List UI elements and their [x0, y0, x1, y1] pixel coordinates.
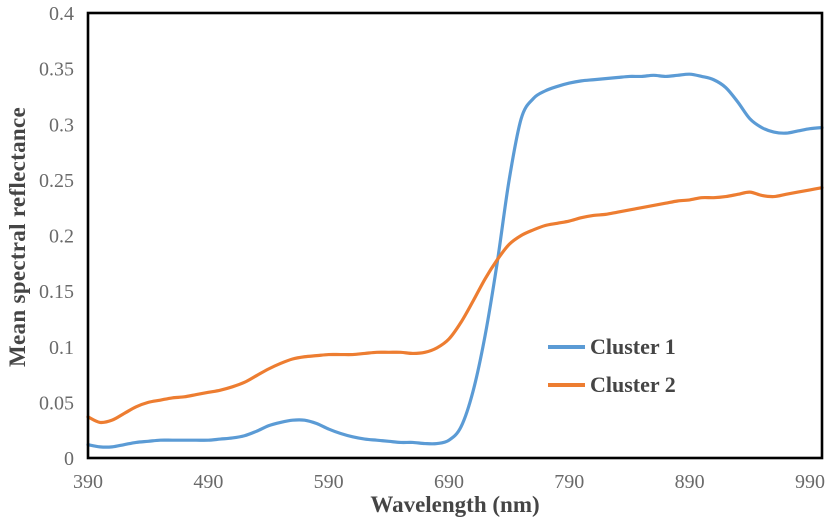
x-tick-label: 490: [193, 471, 223, 493]
y-tick-label: 0: [64, 448, 74, 470]
legend-line-sample-cluster-1: [548, 345, 585, 349]
series-line-cluster-1: [86, 72, 824, 449]
series-group: [86, 72, 824, 449]
x-tick-label: 390: [73, 471, 103, 493]
y-tick-label: 0.25: [39, 170, 74, 192]
legend-item-cluster-1: Cluster 1: [548, 334, 676, 360]
y-tick-label: 0.35: [39, 59, 74, 81]
x-tick-label: 690: [434, 471, 464, 493]
plot-border: [86, 11, 824, 460]
y-tick-label: 0.1: [49, 337, 74, 359]
x-tick-label: 790: [554, 471, 584, 493]
legend-line-sample-cluster-2: [548, 383, 585, 387]
y-axis-title: Mean spectral reflectance: [5, 107, 30, 367]
legend: Cluster 1 Cluster 2: [548, 334, 676, 398]
x-tick-label: 990: [795, 471, 825, 493]
y-tick-label: 0.4: [49, 3, 74, 25]
y-tick-label: 0.05: [39, 392, 74, 414]
series-line-cluster-2: [86, 186, 824, 425]
x-tick-label: 590: [314, 471, 344, 493]
y-tick-label: 0.15: [39, 281, 74, 303]
y-tick-label: 0.2: [49, 226, 74, 248]
legend-label-cluster-2: Cluster 2: [590, 372, 676, 397]
x-tick-label: 890: [675, 471, 705, 493]
legend-label-cluster-1: Cluster 1: [590, 334, 676, 359]
legend-item-cluster-2: Cluster 2: [548, 372, 676, 398]
y-tick-label: 0.3: [49, 114, 74, 136]
x-axis-title: Wavelength (nm): [370, 492, 540, 517]
